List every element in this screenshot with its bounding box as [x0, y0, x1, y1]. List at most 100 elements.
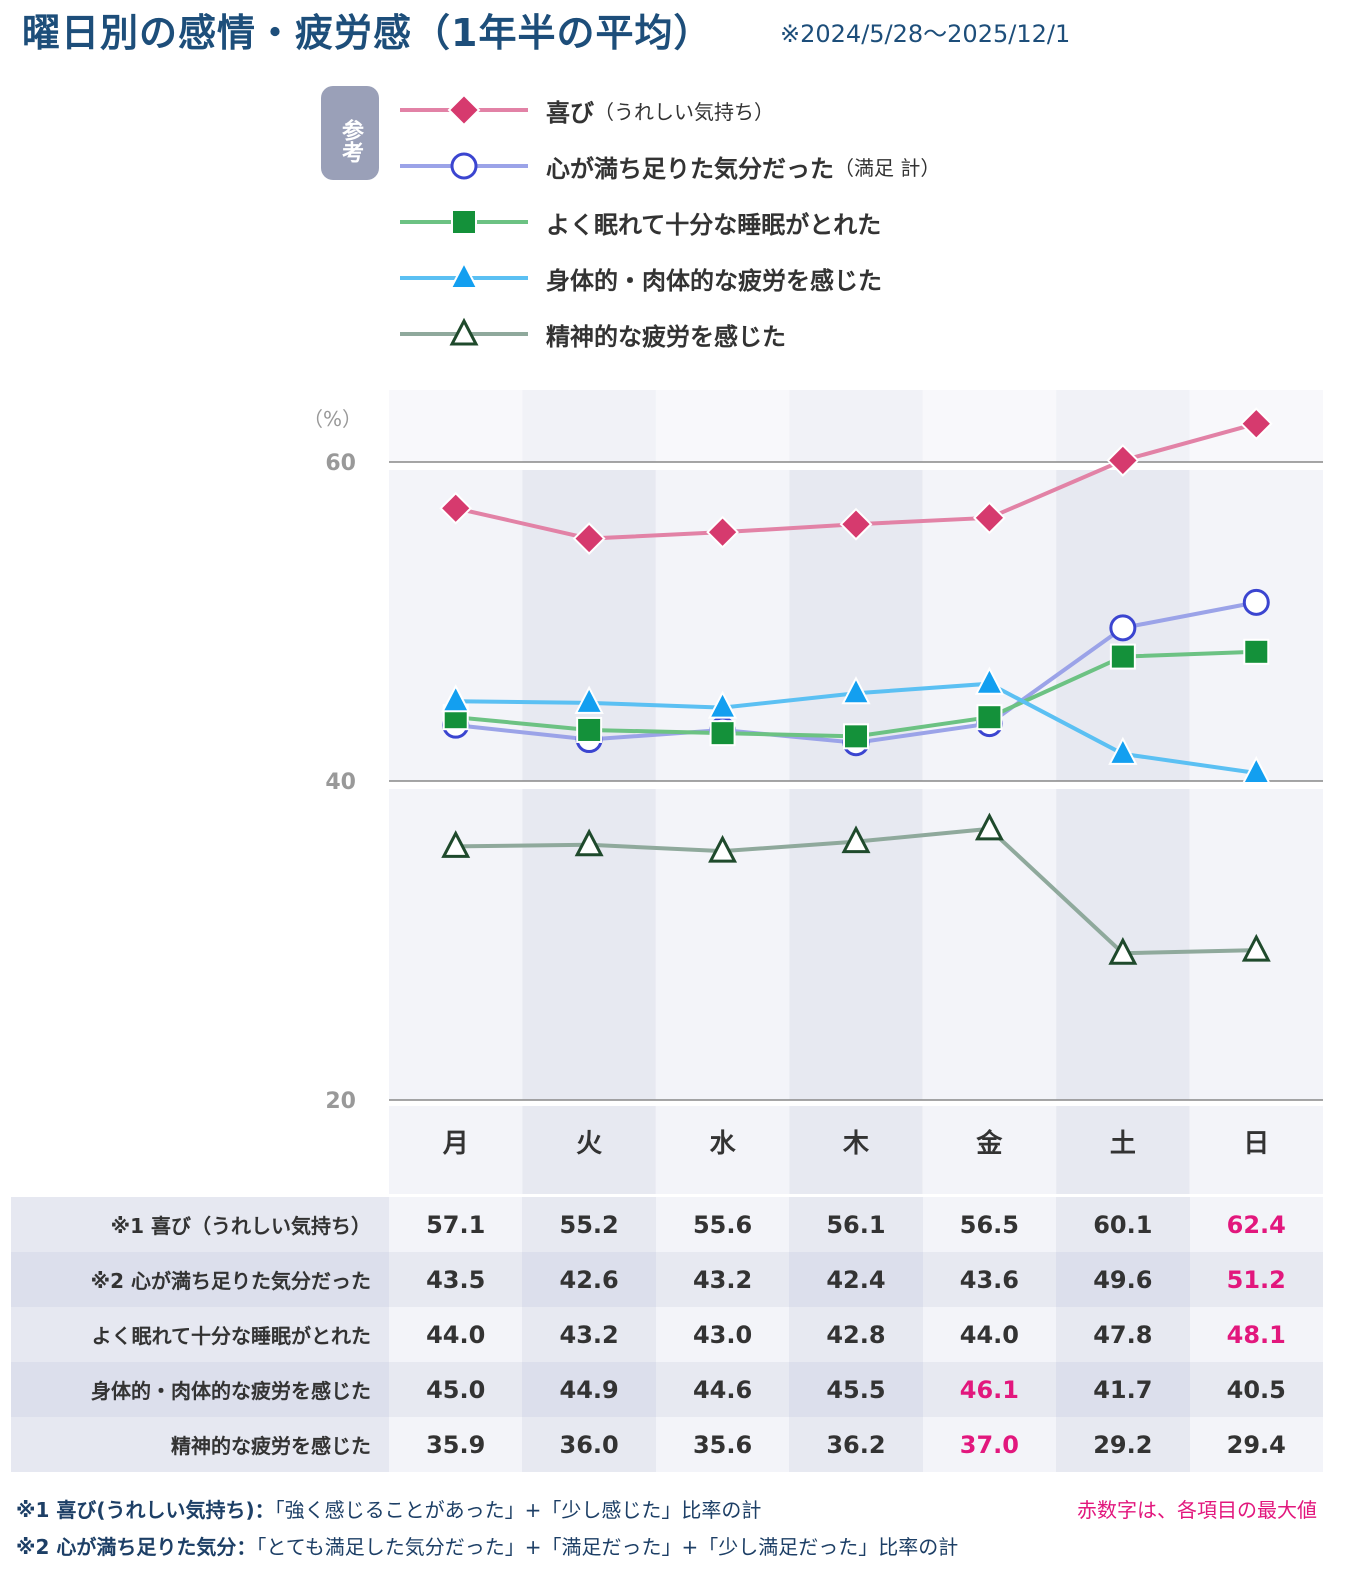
table-cell: 56.1	[789, 1197, 923, 1252]
data-point	[1242, 588, 1270, 616]
column-band	[789, 390, 923, 462]
data-point	[1109, 643, 1136, 670]
x-tick-label: 木	[842, 1129, 869, 1159]
data-point	[1106, 443, 1140, 477]
column-band	[522, 1106, 656, 1194]
table-cell: 36.2	[789, 1417, 923, 1472]
table-cell: 43.5	[389, 1252, 523, 1307]
row-label: ※2 心が満ち足りた気分だった	[11, 1252, 389, 1307]
table-cell: 48.1	[1189, 1307, 1323, 1362]
data-point	[441, 684, 471, 713]
table-cell: 36.0	[522, 1417, 656, 1472]
table-cell: 42.6	[522, 1252, 656, 1307]
data-point	[709, 720, 736, 747]
table-cell: 29.2	[1056, 1417, 1190, 1472]
footnote-2: ※2 心が満ち足りた気分：「とても満足した気分だった」+「満足だった」+「少し満…	[16, 1535, 959, 1559]
x-tick-label: 月	[442, 1129, 469, 1159]
column-band	[1056, 1106, 1190, 1194]
table-cell: 55.6	[655, 1197, 790, 1252]
x-tick-label: 土	[1110, 1129, 1136, 1159]
x-tick-label: 火	[576, 1129, 602, 1159]
column-band	[655, 390, 790, 462]
table-cell: 43.2	[655, 1252, 790, 1307]
data-point	[1109, 614, 1137, 642]
legend-marker	[400, 93, 528, 127]
legend-marker	[400, 209, 528, 235]
data-point	[574, 685, 604, 714]
column-band	[922, 789, 1057, 1100]
column-band	[389, 390, 523, 462]
table-cell: 60.1	[1056, 1197, 1190, 1252]
table-row: よく眠れて十分な睡眠がとれた 44.0 43.2 43.0 42.8 44.0 47.8 48…	[11, 1307, 1323, 1362]
row-label: 身体的・肉体的な疲労を感じた	[11, 1362, 389, 1417]
legend-item: 喜び （うれしい気持ち）	[398, 82, 940, 138]
table-cell: 35.9	[389, 1417, 523, 1472]
y-tick-label: 20	[325, 1089, 356, 1114]
column-band	[789, 1106, 923, 1194]
row-label: ※1 喜び（うれしい気持ち）	[11, 1197, 389, 1252]
max-value-note: 赤数字は、各項目の最大値	[1077, 1498, 1317, 1522]
legend-item: 身体的・肉体的な疲労を感じた	[398, 250, 940, 306]
data-point	[841, 825, 871, 854]
table-cell: 56.5	[922, 1197, 1057, 1252]
line-chart: 月 火 水 木 金 土 日 60 40 20 （%）	[303, 390, 1323, 1194]
column-band	[1189, 1106, 1323, 1194]
table-cell: 45.5	[789, 1362, 923, 1417]
legend-label: よく眠れて十分な睡眠がとれた	[546, 210, 882, 239]
legend-label: 精神的な疲労を感じた	[546, 322, 786, 351]
table-cell: 35.6	[655, 1417, 790, 1472]
y-tick-label: 40	[325, 770, 356, 795]
table-row: ※2 心が満ち足りた気分だった 43.5 42.6 43.2 42.4 43.6 49.6 5…	[11, 1252, 1323, 1307]
row-label: 精神的な疲労を感じた	[11, 1417, 389, 1472]
data-point	[576, 716, 603, 743]
data-point	[1243, 638, 1270, 665]
y-tick-label: 60	[325, 451, 356, 476]
data-point	[441, 830, 471, 858]
table-row: ※1 喜び（うれしい気持ち） 57.1 55.2 55.6 56.1 56.5 60.1 62…	[11, 1197, 1323, 1252]
x-tick-label: 水	[710, 1129, 737, 1159]
data-point	[1239, 407, 1273, 441]
table-cell: 55.2	[522, 1197, 656, 1252]
table-cell: 42.8	[789, 1307, 923, 1362]
data-point	[574, 828, 604, 857]
data-point	[976, 704, 1003, 731]
table-cell: 43.2	[522, 1307, 656, 1362]
table-row: 精神的な疲労を感じた 35.9 36.0 35.6 36.2 37.0 29.2 29.4	[11, 1417, 1323, 1472]
table-cell: 44.6	[655, 1362, 790, 1417]
legend-label: 身体的・肉体的な疲労を感じた	[546, 266, 882, 295]
data-point	[973, 501, 1006, 535]
legend-marker	[400, 260, 528, 289]
table-cell: 43.6	[922, 1252, 1057, 1307]
table-cell: 62.4	[1189, 1197, 1323, 1252]
data-point	[707, 690, 738, 719]
data-point	[1108, 937, 1138, 965]
legend-item: 精神的な疲労を感じた	[398, 306, 940, 362]
table-cell: 45.0	[389, 1362, 523, 1417]
footnote-1: ※1 喜び(うれしい気持ち)：「強く感じることがあった」+「少し感じた」比率の計	[16, 1498, 762, 1522]
table-cell: 29.4	[1189, 1417, 1323, 1472]
table-cell: 37.0	[922, 1417, 1057, 1472]
data-point	[439, 491, 473, 525]
legend-item: 心が満ち足りた気分だった （満足 計）	[398, 138, 940, 194]
table-cell: 57.1	[389, 1197, 523, 1252]
legend-sublabel: （満足 計）	[834, 155, 941, 180]
table-cell: 42.4	[789, 1252, 923, 1307]
table-row: 身体的・肉体的な疲労を感じた 45.0 44.9 44.6 45.5 46.1 41.7 40…	[11, 1362, 1323, 1417]
reference-badge: 参考	[321, 86, 379, 180]
period-label: ※2024/5/28〜2025/12/1	[780, 20, 1071, 48]
column-band	[1189, 470, 1323, 781]
x-tick-label: 日	[1243, 1129, 1269, 1159]
column-band	[922, 1106, 1057, 1194]
legend-sublabel: （うれしい気持ち）	[594, 99, 774, 124]
data-point	[841, 676, 871, 705]
table-cell: 40.5	[1189, 1362, 1323, 1417]
x-tick-label: 金	[975, 1128, 1003, 1159]
data-point	[843, 723, 869, 750]
table-cell: 51.2	[1189, 1252, 1323, 1307]
data-point	[1108, 736, 1138, 765]
table-cell: 47.8	[1056, 1307, 1190, 1362]
table-cell: 43.0	[655, 1307, 790, 1362]
column-band	[522, 390, 656, 462]
data-point	[706, 515, 739, 549]
data-table: ※1 喜び（うれしい気持ち） 57.1 55.2 55.6 56.1 56.5 60.1 62…	[11, 1197, 1323, 1472]
